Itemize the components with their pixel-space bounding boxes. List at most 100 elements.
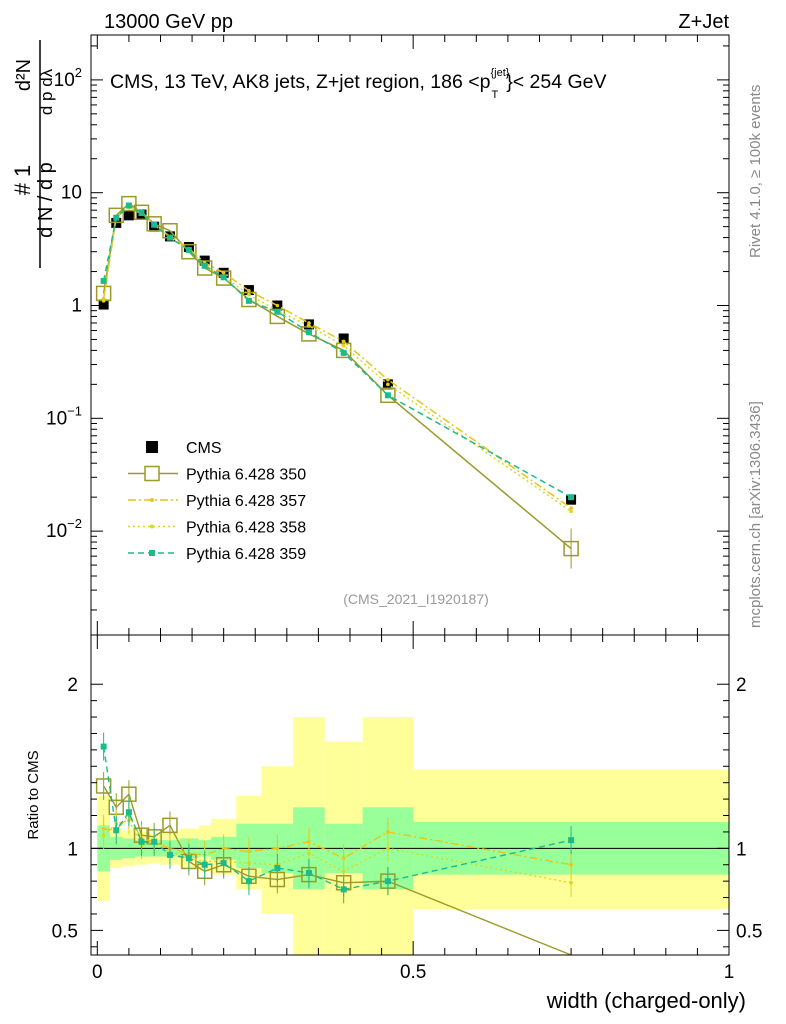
main-plot-border xyxy=(90,34,730,636)
ratio-point-359 xyxy=(151,838,158,845)
legend-marker xyxy=(149,550,155,556)
main-plot-title: CMS, 13 TeV, AK8 jets, Z+jet region, 186… xyxy=(110,67,607,101)
pythia-359-point xyxy=(201,262,208,269)
ratio-point-350 xyxy=(162,817,178,834)
ratio-plot-border xyxy=(90,634,730,956)
pythia-350-point xyxy=(133,204,150,221)
pythia-point xyxy=(341,343,346,348)
ratio-point xyxy=(307,851,311,856)
pythia-350-point xyxy=(335,342,352,359)
legend: CMS Pythia 6.428 350 Pythia 6.428 357 Pythi… xyxy=(128,440,306,563)
pythia-350-point xyxy=(146,216,162,232)
pythia-359-point xyxy=(245,297,252,304)
title-tail: }< 254 GeV xyxy=(506,71,606,93)
title-sup: {jet} xyxy=(491,67,510,79)
legend-label: Pythia 6.428 350 xyxy=(186,467,306,484)
ratio-point-359 xyxy=(201,861,208,868)
main-ylabel-numerator: # 1 xyxy=(10,165,35,196)
ratio-y-axis: 0.5 0.5 1 1 2 2 xyxy=(52,675,762,948)
pythia-point xyxy=(247,289,251,293)
ratio-y-tick-label: 1 xyxy=(67,839,78,860)
legend-label: Pythia 6.428 358 xyxy=(186,520,306,537)
main-ylabel: # 1 d N / d p d²N d p dλ xyxy=(10,40,57,268)
pythia-350-point xyxy=(121,195,137,212)
cms-data-point xyxy=(98,299,109,310)
ratio-y-tick-label-right: 0.5 xyxy=(736,921,762,942)
cms-data-point xyxy=(338,333,349,344)
main-y-axis: 10−2 10−1 1 10 102 xyxy=(46,45,729,611)
x-tick-label: 0 xyxy=(92,962,103,983)
y-tick-label: 10 xyxy=(61,183,82,204)
main-ylabel-d2n: d²N xyxy=(13,59,35,91)
ratio-y-tick-label-right: 2 xyxy=(736,675,747,696)
pythia-359-point xyxy=(384,392,391,399)
main-plot-frame xyxy=(90,34,730,636)
ratio-point xyxy=(101,833,106,838)
ratio-point-359 xyxy=(568,837,575,844)
ratio-point xyxy=(341,869,346,874)
header-right-label: Z+Jet xyxy=(678,11,729,33)
ratio-point xyxy=(275,846,280,851)
x-tick-label: 0.5 xyxy=(400,962,426,983)
ratio-point xyxy=(247,861,251,865)
y-tick-label: 102 xyxy=(54,65,82,91)
ratio-point xyxy=(386,830,390,834)
header-left-label: 13000 GeV pp xyxy=(104,11,233,33)
pythia-point xyxy=(221,270,226,275)
pythia-359-point xyxy=(125,202,132,209)
rivet-version-label: Rivet 4.1.0, ≥ 100k events xyxy=(747,85,764,258)
ratio-x-axis: 0 0.5 1 xyxy=(92,635,734,983)
ratio-point-359 xyxy=(220,860,227,867)
title-main-text: CMS, 13 TeV, AK8 jets, Z+jet region, 186… xyxy=(110,67,607,101)
legend-label: Pythia 6.428 359 xyxy=(186,546,306,563)
pythia-359-point xyxy=(568,494,575,501)
title-sub: T xyxy=(491,89,498,101)
pythia-point xyxy=(307,324,311,328)
pythia-359-point xyxy=(340,349,347,356)
ratio-y-tick-label: 0.5 xyxy=(52,921,78,942)
ratio-point-359 xyxy=(245,878,252,885)
pythia-point xyxy=(569,509,573,514)
ratio-point-359 xyxy=(384,878,391,885)
ratio-point xyxy=(569,880,573,885)
series-line-4 xyxy=(102,204,572,498)
ratio-point xyxy=(569,862,573,867)
ratio-point-359 xyxy=(185,855,192,862)
title-main-part: CMS, 13 TeV, AK8 jets, Z+jet region, 186… xyxy=(110,71,491,93)
ratio-ylabel: Ratio to CMS xyxy=(25,750,42,839)
ratio-point-359 xyxy=(166,851,173,858)
series-line-1 xyxy=(102,202,572,550)
y-tick-label: 10−2 xyxy=(46,516,82,542)
pythia-359-point xyxy=(185,247,192,254)
pythia-point xyxy=(275,303,280,308)
legend-label: Pythia 6.428 357 xyxy=(186,493,306,510)
legend-marker xyxy=(144,465,160,482)
pythia-359-point xyxy=(151,221,158,228)
x-tick-label: 1 xyxy=(724,962,735,983)
pythia-point xyxy=(386,382,390,387)
pythia-point xyxy=(247,292,251,297)
pythia-359-point xyxy=(166,234,173,241)
pythia-359-point xyxy=(305,329,312,336)
pythia-350-point xyxy=(181,243,197,260)
legend-marker xyxy=(150,524,154,529)
mcplots-source-label: mcplots.cern.ch [arXiv:1306.3436] xyxy=(747,401,764,628)
main-ylabel-denominator: d N / d p xyxy=(35,162,57,238)
ratio-series-layer xyxy=(95,732,575,956)
ratio-point-359 xyxy=(138,838,145,845)
analysis-tag: (CMS_2021_I1920187) xyxy=(343,591,489,607)
main-x-axis-ticks xyxy=(96,35,730,635)
y-tick-label: 1 xyxy=(71,296,82,317)
main-ylabel-dpt-dlambda: d p dλ xyxy=(37,68,56,115)
pythia-359-point xyxy=(113,214,120,221)
x-axis-label: width (charged-only) xyxy=(546,988,746,1013)
ratio-point-359 xyxy=(100,743,107,750)
legend-marker xyxy=(150,498,154,502)
pythia-point xyxy=(341,339,346,344)
series-line-3 xyxy=(102,206,572,512)
ratio-point-359 xyxy=(340,886,347,893)
pythia-359-point xyxy=(274,308,281,315)
ratio-point-359 xyxy=(305,869,312,876)
pythia-350-point xyxy=(108,207,125,224)
